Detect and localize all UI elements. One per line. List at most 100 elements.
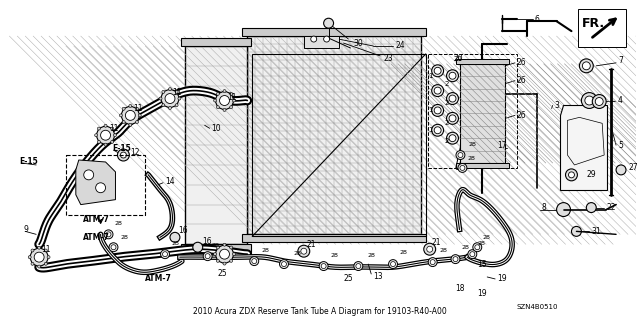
Circle shape [216,246,220,249]
Circle shape [579,59,593,73]
Circle shape [232,99,236,102]
Circle shape [458,163,467,172]
Circle shape [581,93,597,108]
Circle shape [205,254,210,259]
Text: 2010 Acura ZDX Reserve Tank Tube A Diagram for 19103-R40-A00: 2010 Acura ZDX Reserve Tank Tube A Diagr… [193,307,447,316]
Circle shape [356,263,361,269]
Text: 23: 23 [383,54,393,63]
Circle shape [104,230,113,239]
Circle shape [434,67,441,74]
Text: 28: 28 [294,251,302,256]
Circle shape [95,183,106,193]
Circle shape [97,127,100,130]
Circle shape [250,257,259,266]
Circle shape [232,253,236,256]
Circle shape [447,132,458,144]
Bar [579,9,626,47]
Circle shape [104,143,107,146]
Circle shape [216,245,234,263]
Circle shape [95,134,98,137]
Bar [181,244,252,252]
Circle shape [582,62,590,70]
Circle shape [434,107,441,114]
Text: 11: 11 [41,245,51,254]
Circle shape [122,107,125,110]
Circle shape [84,170,93,180]
Text: 25: 25 [218,270,227,278]
Text: 11: 11 [109,124,119,133]
Circle shape [165,93,175,103]
Polygon shape [76,160,115,204]
Text: 28: 28 [461,245,469,250]
Circle shape [175,90,178,93]
Circle shape [44,249,47,252]
Circle shape [428,258,437,267]
Circle shape [111,245,116,250]
Text: 28: 28 [400,250,408,255]
Circle shape [162,90,165,93]
Text: 16: 16 [178,226,188,235]
Circle shape [449,72,456,79]
Circle shape [220,249,230,259]
Circle shape [162,104,165,107]
Circle shape [449,95,456,102]
Text: 21: 21 [432,238,441,247]
Circle shape [230,246,233,249]
Circle shape [216,93,220,95]
Text: 2: 2 [445,100,449,107]
Circle shape [122,107,140,124]
Text: 28: 28 [115,221,122,226]
Text: 28: 28 [172,241,180,246]
Text: 1: 1 [429,108,433,114]
Text: FR.: FR. [582,17,605,30]
Circle shape [120,152,126,158]
Circle shape [390,262,396,267]
Circle shape [203,252,212,261]
Text: 28: 28 [468,142,476,147]
Circle shape [168,107,172,109]
Text: 22: 22 [606,203,616,212]
Text: 10: 10 [212,124,221,133]
Circle shape [163,252,168,257]
Circle shape [109,243,118,252]
Text: ATM-7: ATM-7 [145,274,172,284]
Circle shape [161,90,179,108]
Circle shape [100,130,111,140]
Text: 19: 19 [477,289,487,298]
Circle shape [311,36,317,42]
Circle shape [354,262,363,271]
Text: 28: 28 [212,243,220,248]
Bar [247,36,420,234]
Text: 27: 27 [629,163,639,173]
Text: 1: 1 [429,127,433,133]
Circle shape [424,243,436,255]
Text: 25: 25 [344,274,353,284]
Circle shape [427,246,433,252]
Circle shape [223,262,226,265]
Circle shape [451,255,460,263]
Circle shape [458,152,463,158]
Text: 28: 28 [331,253,339,258]
Circle shape [129,105,132,108]
Text: 28: 28 [440,248,447,253]
Text: 11: 11 [133,104,143,113]
Circle shape [161,250,170,259]
Bar [243,234,426,242]
Bar [456,163,509,168]
Text: 11: 11 [227,93,237,102]
Text: 28: 28 [120,235,128,240]
Circle shape [111,140,114,143]
Circle shape [586,203,596,212]
Circle shape [280,260,289,269]
Bar [460,64,505,163]
Circle shape [447,70,458,82]
Text: 2: 2 [445,138,449,144]
Text: ATM-7: ATM-7 [83,233,109,242]
Circle shape [324,36,330,42]
Text: 28: 28 [467,156,476,160]
Circle shape [223,108,226,111]
Circle shape [301,248,307,254]
Circle shape [216,259,220,262]
Circle shape [47,256,50,259]
Circle shape [223,243,226,246]
